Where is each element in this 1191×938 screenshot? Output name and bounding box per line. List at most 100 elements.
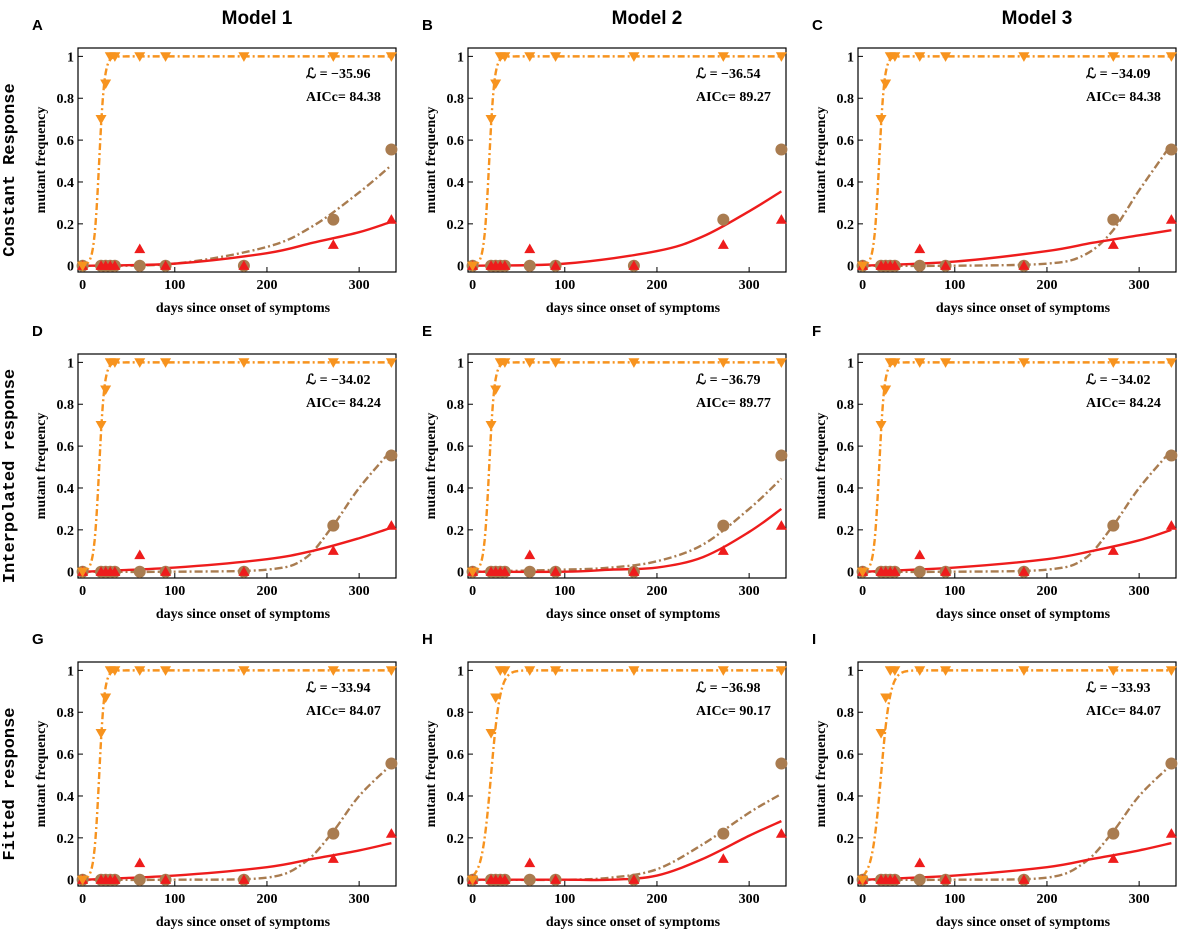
brown-fit-line (862, 763, 1173, 882)
red-point (628, 874, 640, 884)
red-point (327, 853, 339, 863)
brown-point (133, 565, 146, 578)
row-title-2: Interpolated response (1, 369, 20, 583)
brown-point (385, 449, 398, 462)
orange-point (1018, 52, 1030, 62)
orange-point (95, 729, 107, 739)
brown-point (1165, 757, 1178, 770)
orange-point (490, 79, 502, 90)
likelihood-label: ℒ = −33.94 (306, 681, 371, 696)
orange-point (77, 567, 89, 578)
orange-fit-line (862, 361, 1172, 573)
red-point (550, 874, 562, 884)
plot-frame (467, 47, 787, 273)
panel-c: C 0 0.2 0.4 0.6 0.8 1 0 100 200 300 days since onse… (812, 17, 1178, 316)
orange-point (914, 52, 926, 62)
x-tick-label: 300 (349, 278, 370, 293)
orange-point (914, 666, 926, 676)
y-tick-label: 1 (847, 356, 854, 371)
y-tick-label: 0.2 (447, 218, 465, 233)
panel-d: D 0 0.2 0.4 0.6 0.8 1 0 100 200 300 days since onse… (32, 323, 398, 622)
row-title-3: Fitted response (1, 707, 20, 860)
orange-point (485, 729, 497, 739)
brown-fit-line (472, 792, 782, 882)
x-tick-label: 100 (944, 892, 965, 907)
red-point (717, 545, 729, 555)
brown-point (913, 259, 926, 272)
likelihood-label: ℒ = −34.02 (1086, 373, 1151, 388)
y-tick-label: 0 (847, 566, 854, 581)
likelihood-label: ℒ = −36.54 (696, 67, 761, 82)
orange-fit-line (862, 55, 1172, 267)
brown-point (133, 259, 146, 272)
x-tick-label: 200 (1036, 892, 1057, 907)
x-tick-label: 100 (554, 584, 575, 599)
red-point (775, 520, 787, 530)
plot-frame (77, 353, 397, 579)
red-point (628, 566, 640, 576)
orange-point (940, 666, 952, 676)
orange-point (857, 875, 869, 886)
y-tick-label: 0.6 (57, 440, 75, 455)
red-fit-line (82, 526, 392, 573)
x-tick-label: 100 (944, 584, 965, 599)
x-tick-label: 0 (859, 278, 866, 293)
brown-point (133, 873, 146, 886)
y-tick-label: 0.2 (837, 832, 855, 847)
orange-point (109, 358, 121, 368)
x-tick-label: 300 (1129, 278, 1150, 293)
red-fit-line (472, 190, 783, 267)
orange-point (1165, 52, 1177, 62)
y-tick-label: 0.4 (57, 176, 75, 191)
brown-point (523, 259, 536, 272)
brown-fit-line (472, 477, 783, 573)
red-point (327, 545, 339, 555)
brown-point (775, 449, 788, 462)
x-tick-label: 300 (739, 278, 760, 293)
y-axis-label: mutant frequency (814, 721, 829, 828)
red-point (499, 260, 511, 270)
brown-point (717, 213, 730, 226)
brown-point (327, 827, 340, 840)
red-point (940, 874, 952, 884)
likelihood-label: ℒ = −36.98 (696, 681, 761, 696)
orange-point (717, 358, 729, 368)
y-tick-label: 0.8 (447, 92, 465, 107)
panel-f: F 0 0.2 0.4 0.6 0.8 1 0 100 200 300 days since onse… (812, 323, 1178, 622)
y-tick-label: 0 (457, 874, 464, 889)
red-point (775, 214, 787, 224)
y-tick-label: 0 (457, 566, 464, 581)
panel-a: A 0 0.2 0.4 0.6 0.8 1 0 100 200 300 days since onse… (32, 17, 398, 316)
x-axis-label: days since onset of symptoms (546, 301, 721, 316)
red-point (134, 243, 146, 254)
orange-point (775, 52, 787, 62)
aicc-label: AICc= 89.77 (696, 396, 771, 411)
y-tick-label: 0.6 (837, 440, 855, 455)
orange-point (100, 385, 112, 396)
x-tick-label: 200 (1036, 278, 1057, 293)
x-axis-label: days since onset of symptoms (156, 607, 331, 622)
panel-letter: D (32, 323, 43, 340)
y-tick-label: 0.8 (57, 706, 75, 721)
x-tick-label: 0 (79, 892, 86, 907)
orange-point (875, 115, 887, 125)
x-tick-label: 0 (859, 584, 866, 599)
red-point (717, 853, 729, 863)
y-tick-label: 0 (847, 260, 854, 275)
y-tick-label: 0.6 (837, 748, 855, 763)
panel-letter: B (422, 17, 433, 34)
aicc-label: AICc= 84.07 (1086, 704, 1161, 719)
aicc-label: AICc= 84.24 (306, 396, 381, 411)
y-tick-label: 0.4 (57, 790, 75, 805)
y-tick-label: 0.2 (837, 524, 855, 539)
red-point (160, 874, 172, 884)
red-point (914, 243, 926, 254)
brown-fit-line (82, 763, 393, 882)
brown-fit-line (82, 449, 393, 574)
y-tick-label: 0.8 (837, 398, 855, 413)
y-tick-label: 0.2 (57, 218, 75, 233)
brown-point (913, 565, 926, 578)
x-tick-label: 0 (469, 584, 476, 599)
x-axis-label: days since onset of symptoms (156, 915, 331, 930)
y-tick-label: 0.8 (837, 706, 855, 721)
